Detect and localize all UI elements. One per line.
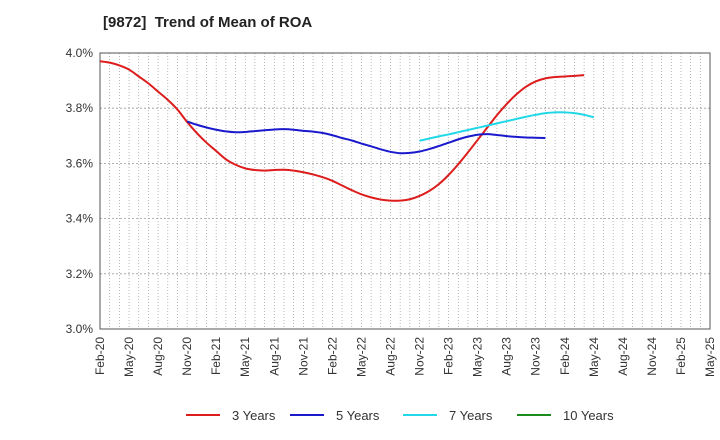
legend: 3 Years 5 Years 7 Years 10 Years (0, 404, 720, 426)
x-tick-label: Feb-21 (209, 337, 223, 375)
x-tick-label: May-24 (587, 337, 601, 377)
y-tick-label: 3.2% (66, 267, 94, 281)
x-tick-label: Nov-24 (645, 337, 659, 376)
x-tick-label: Nov-20 (180, 337, 194, 376)
x-tick-label: Aug-20 (151, 337, 165, 376)
x-tick-label: Aug-21 (267, 337, 281, 376)
x-tick-label: Nov-22 (413, 337, 427, 376)
legend-item-5-years: 5 Years (290, 404, 379, 426)
series-line-5-years (186, 120, 546, 155)
plot-border (99, 52, 711, 330)
legend-label-7-years: 7 Years (449, 407, 493, 423)
legend-label-10-years: 10 Years (563, 407, 614, 423)
x-tick-label: Aug-22 (383, 337, 397, 376)
x-tick-label: Feb-22 (325, 337, 339, 375)
series-line-7-years (419, 111, 595, 142)
y-tick-label: 3.6% (66, 156, 94, 170)
legend-swatch-10-years (517, 414, 551, 416)
x-tick-label: Feb-24 (558, 337, 572, 375)
x-tick-label: May-21 (238, 337, 252, 377)
y-tick-label: 4.0% (66, 46, 94, 60)
x-tick-label: Nov-21 (296, 337, 310, 376)
x-tick-label: Feb-20 (93, 337, 107, 375)
legend-swatch-7-years (403, 414, 437, 416)
x-tick-label: Aug-24 (616, 337, 630, 376)
legend-label-5-years: 5 Years (336, 407, 380, 423)
legend-item-7-years: 7 Years (403, 404, 492, 426)
x-tick-label: May-23 (471, 337, 485, 377)
x-tick-label: May-20 (122, 337, 136, 377)
x-tick-label: Aug-23 (500, 337, 514, 376)
x-tick-label: May-22 (354, 337, 368, 377)
chart-title: [9872] Trend of Mean of ROA (103, 14, 313, 31)
x-tick-label: Nov-23 (529, 337, 543, 376)
y-tick-label: 3.0% (66, 322, 94, 336)
x-tick-label: Feb-23 (442, 337, 456, 375)
y-tick-label: 3.8% (66, 101, 94, 115)
grid-layer (100, 53, 710, 329)
series-line-3-years (99, 60, 585, 202)
x-tick-label: May-25 (703, 337, 717, 377)
legend-swatch-3-years (186, 414, 220, 416)
axis-layer (99, 52, 711, 330)
legend-label-3-years: 3 Years (232, 407, 276, 423)
legend-item-10-years: 10 Years (517, 404, 614, 426)
legend-item-3-years: 3 Years (186, 404, 275, 426)
legend-swatch-5-years (290, 414, 324, 416)
series-layer (99, 60, 595, 202)
label-layer: 3.0% 3.2% 3.4% 3.6% 3.8% 4.0% Feb-20 May-20 Aug-… (66, 46, 717, 377)
x-tick-label: Feb-25 (674, 337, 688, 375)
y-tick-label: 3.4% (66, 212, 94, 226)
